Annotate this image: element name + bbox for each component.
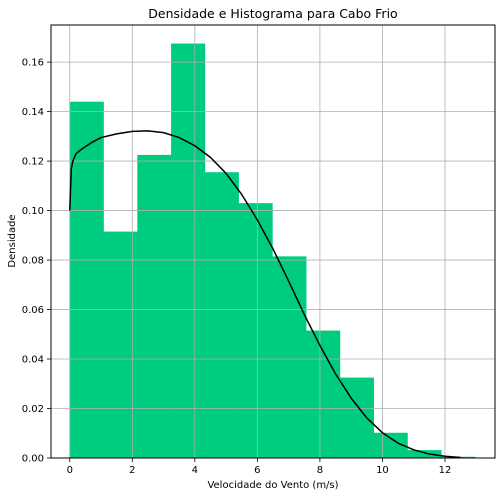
x-tick-label: 12 bbox=[439, 465, 452, 476]
histogram-bar-11 bbox=[407, 450, 442, 458]
histogram-bar-6 bbox=[238, 203, 273, 458]
histogram-bar-4 bbox=[171, 43, 206, 459]
histogram-bar-7 bbox=[272, 256, 307, 458]
histogram-bar-3 bbox=[137, 154, 172, 458]
y-tick-label: 0.10 bbox=[22, 206, 44, 217]
histogram-bar-8 bbox=[306, 330, 341, 458]
y-tick-label: 0.12 bbox=[22, 157, 44, 168]
chart-title: Densidade e Histograma para Cabo Frio bbox=[148, 6, 397, 21]
x-tick-label: 8 bbox=[317, 465, 323, 476]
x-tick-label: 6 bbox=[254, 465, 260, 476]
histogram-bar-9 bbox=[339, 377, 374, 458]
y-tick-label: 0.00 bbox=[22, 454, 44, 465]
x-tick-label: 10 bbox=[376, 465, 389, 476]
histogram-bar-5 bbox=[204, 172, 239, 458]
plot-frame bbox=[50, 24, 496, 459]
y-tick-label: 0.08 bbox=[22, 256, 44, 267]
y-tick-label: 0.02 bbox=[22, 404, 44, 415]
y-tick-label: 0.14 bbox=[22, 107, 44, 118]
x-axis-label: Velocidade do Vento (m/s) bbox=[207, 480, 338, 491]
x-tick-label: 0 bbox=[67, 465, 73, 476]
y-axis-label: Densidade bbox=[7, 214, 18, 267]
y-tick-label: 0.04 bbox=[22, 355, 44, 366]
x-tick-label: 4 bbox=[192, 465, 198, 476]
x-tick-label: 2 bbox=[129, 465, 135, 476]
density-curve bbox=[69, 130, 461, 459]
y-tick-label: 0.16 bbox=[22, 58, 44, 69]
y-tick-label: 0.06 bbox=[22, 305, 44, 316]
